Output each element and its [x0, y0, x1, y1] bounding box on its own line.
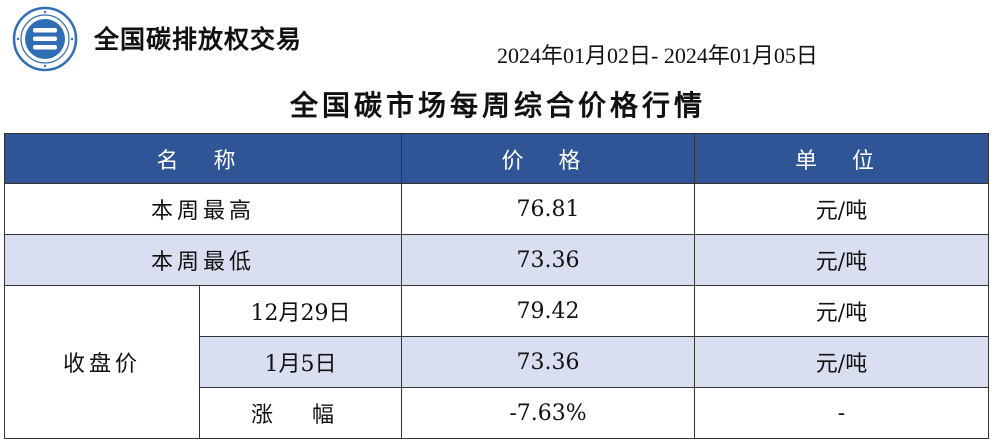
table-row: 本周最低 73.36 元/吨	[4, 234, 989, 286]
header-price: 价 格	[401, 133, 695, 184]
close-unit-prev: 元/吨	[694, 285, 989, 337]
close-unit-current: 元/吨	[694, 336, 989, 388]
brand-name: 全国碳排放权交易	[94, 25, 303, 54]
row-weekly-low-label: 本周最低	[4, 234, 402, 286]
change-value: -7.63%	[401, 387, 695, 439]
date-range: 2024年01月02日- 2024年01月05日	[497, 43, 818, 68]
change-label: 涨 幅	[199, 387, 402, 439]
change-unit: -	[694, 387, 989, 439]
close-price-label: 收盘价	[4, 285, 200, 439]
table-row: 涨 幅 -7.63% -	[5, 387, 989, 439]
table-row: 收盘价 12月29日 79.42 元/吨	[4, 285, 989, 439]
row-weekly-low-unit: 元/吨	[694, 234, 989, 286]
header-name: 名 称	[4, 133, 402, 184]
close-price-current: 73.36	[401, 336, 695, 388]
close-date-prev: 12月29日	[199, 285, 402, 337]
table-row: 本周最高 76.81 元/吨	[4, 183, 989, 235]
page-title: 全国碳市场每周综合价格行情	[289, 89, 706, 122]
row-weekly-high-price: 76.81	[401, 183, 695, 235]
header-unit: 单 位	[694, 133, 989, 184]
price-table: 名 称 价 格 单 位 本周最高 76.81 元/吨 本周最低 73.36 元/…	[4, 133, 989, 439]
row-weekly-high-unit: 元/吨	[694, 183, 989, 235]
row-weekly-high-label: 本周最高	[4, 183, 402, 235]
table-row: 1月5日 73.36 元/吨	[4, 336, 989, 388]
emissions-trading-logo-icon	[12, 6, 78, 72]
table-header-row: 名 称 价 格 单 位	[4, 133, 989, 184]
close-price-prev: 79.42	[401, 285, 695, 337]
row-weekly-low-price: 73.36	[401, 234, 695, 286]
close-date-current: 1月5日	[199, 336, 402, 388]
